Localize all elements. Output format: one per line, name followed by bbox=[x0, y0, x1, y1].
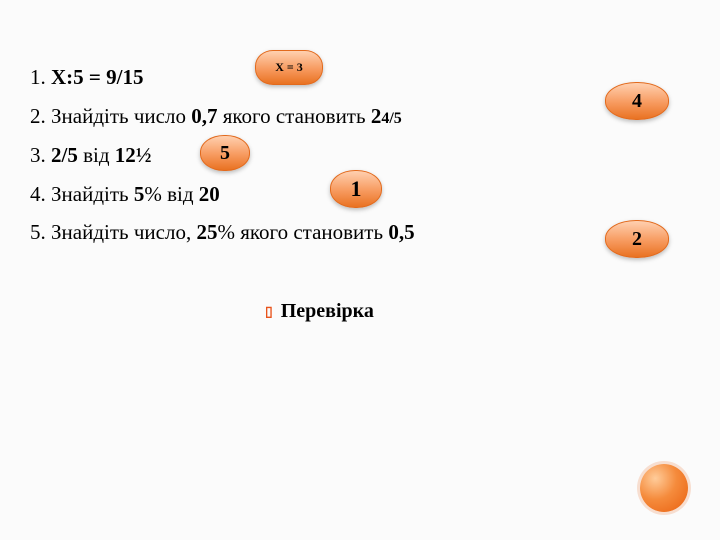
problem-5-t1: Знайдіть число, bbox=[51, 220, 196, 244]
problem-1-number: 1. bbox=[30, 65, 46, 89]
problem-2: 2. Знайдіть число 0,7 якого становить 24… bbox=[30, 97, 530, 136]
answer-badge-x3: Х = 3 bbox=[255, 50, 323, 85]
answer-badge-4: 4 bbox=[605, 82, 669, 120]
answer-badge-1-label: 1 bbox=[351, 176, 362, 202]
problem-list: 1. Х:5 = 9/15 2. Знайдіть число 0,7 яког… bbox=[30, 58, 530, 252]
decorative-circle-icon bbox=[640, 464, 688, 512]
problem-5-b2: 0,5 bbox=[388, 220, 414, 244]
problem-4: 4. Знайдіть 5% від 20 bbox=[30, 175, 530, 214]
problem-1-text: Х:5 = 9/15 bbox=[51, 65, 143, 89]
answer-badge-1: 1 bbox=[330, 170, 382, 208]
problem-5-t2: % якого становить bbox=[217, 220, 388, 244]
problem-2-t2: якого становить bbox=[217, 104, 370, 128]
problem-2-number: 2. bbox=[30, 104, 46, 128]
answer-badge-2-label: 2 bbox=[632, 228, 642, 251]
problem-5: 5. Знайдіть число, 25% якого становить 0… bbox=[30, 213, 530, 252]
problem-2-frac: 4/5 bbox=[381, 110, 401, 127]
answer-badge-5: 5 bbox=[200, 135, 250, 171]
problem-4-t1: Знайдіть bbox=[51, 182, 134, 206]
bullet-icon: ▯ bbox=[265, 303, 273, 319]
problem-2-b1: 0,7 bbox=[191, 104, 217, 128]
answer-badge-x3-label: Х = 3 bbox=[275, 60, 303, 75]
problem-2-b2: 2 bbox=[371, 104, 382, 128]
problem-4-b2: 20 bbox=[199, 182, 220, 206]
problem-3-b2: 12½ bbox=[115, 143, 152, 167]
problem-3-number: 3. bbox=[30, 143, 46, 167]
problem-3: 3. 2/5 від 12½ bbox=[30, 136, 530, 175]
problem-5-number: 5. bbox=[30, 220, 46, 244]
answer-badge-2: 2 bbox=[605, 220, 669, 258]
slide: 1. Х:5 = 9/15 2. Знайдіть число 0,7 яког… bbox=[0, 0, 720, 540]
problem-4-number: 4. bbox=[30, 182, 46, 206]
problem-5-b1: 25 bbox=[196, 220, 217, 244]
problem-4-t2: % від bbox=[144, 182, 198, 206]
check-label: Перевірка bbox=[281, 300, 374, 322]
answer-badge-4-label: 4 bbox=[632, 90, 642, 113]
problem-3-t1: від bbox=[78, 143, 115, 167]
problem-3-b1: 2/5 bbox=[51, 143, 78, 167]
check-heading: ▯ Перевірка bbox=[265, 300, 374, 323]
problem-2-t1: Знайдіть число bbox=[51, 104, 191, 128]
answer-badge-5-label: 5 bbox=[220, 142, 230, 165]
problem-4-b1: 5 bbox=[134, 182, 145, 206]
